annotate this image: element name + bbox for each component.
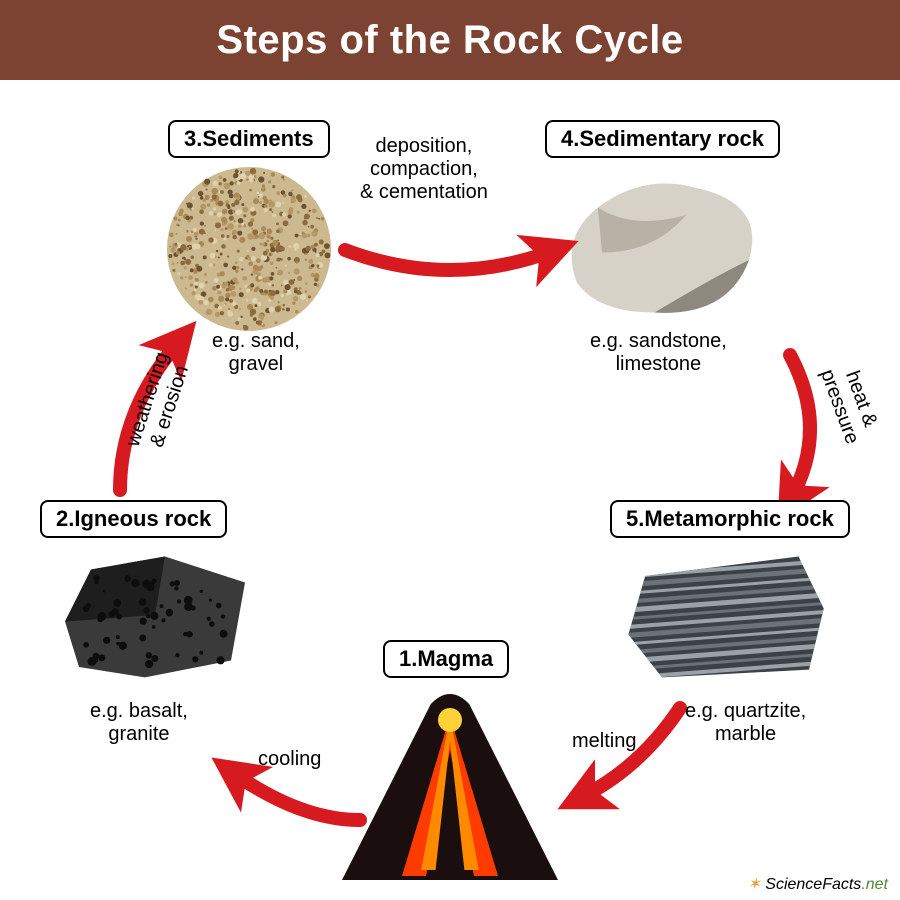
- credit-suffix: .net: [861, 876, 888, 893]
- edge-label-weathering: weathering & erosion: [122, 349, 196, 456]
- credit-text: ScienceFacts: [765, 876, 861, 893]
- caption-sediments: e.g. sand, gravel: [212, 330, 300, 376]
- credit-icon: ✶: [747, 876, 765, 893]
- schist-image: [620, 550, 830, 685]
- node-label-metamorphic: 5.Metamorphic rock: [610, 500, 850, 538]
- edge-label-heat-pressure: heat & pressure: [811, 348, 888, 458]
- volcano-image: [330, 680, 570, 885]
- caption-igneous: e.g. basalt, granite: [90, 700, 188, 746]
- title-banner: Steps of the Rock Cycle: [0, 0, 900, 80]
- edge-label-cooling: cooling: [258, 748, 321, 771]
- diagram-stage: 1.Magma 2.Igneous rock 3.Sediments 4.Sed…: [0, 80, 900, 900]
- caption-sedimentary: e.g. sandstone, limestone: [590, 330, 727, 376]
- basalt-image: [55, 550, 255, 685]
- edge-label-deposition: deposition, compaction, & cementation: [360, 135, 488, 204]
- limestone-image: [560, 170, 770, 325]
- node-label-sedimentary: 4.Sedimentary rock: [545, 120, 780, 158]
- node-label-magma: 1.Magma: [383, 640, 509, 678]
- node-label-sediments: 3.Sediments: [168, 120, 330, 158]
- sand-image: [165, 165, 333, 338]
- edge-label-melting: melting: [572, 730, 636, 753]
- page-title: Steps of the Rock Cycle: [216, 18, 683, 62]
- caption-metamorphic: e.g. quartzite, marble: [685, 700, 806, 746]
- node-label-igneous: 2.Igneous rock: [40, 500, 227, 538]
- credit-line: ✶ ScienceFacts.net: [747, 874, 888, 894]
